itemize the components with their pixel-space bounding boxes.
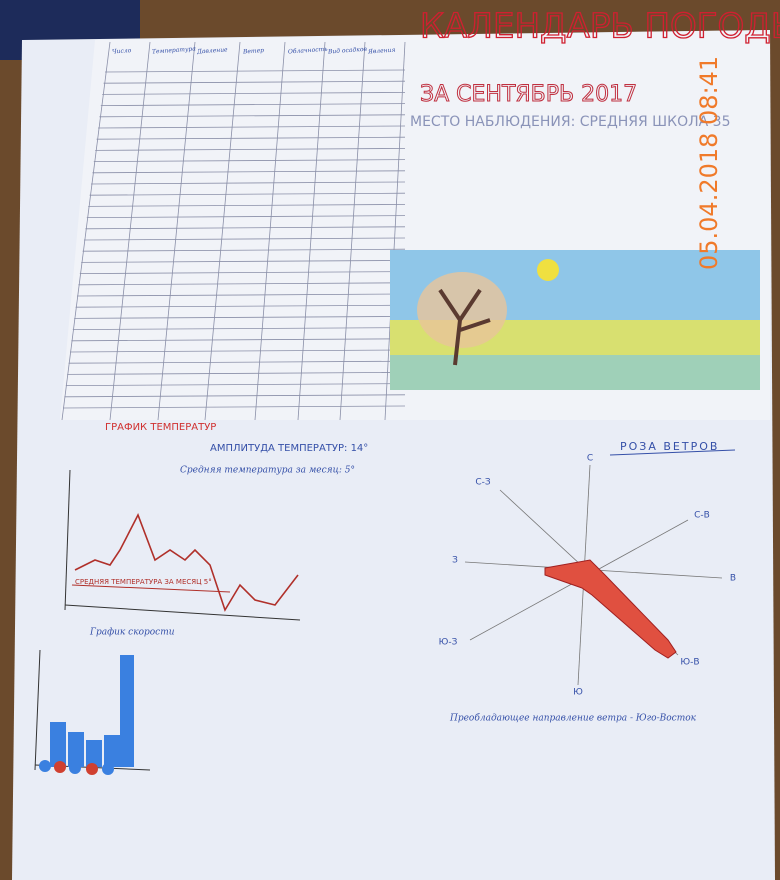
period: ЗА СЕНТЯБРЬ 2017 (420, 82, 637, 107)
row-line (71, 338, 406, 342)
temp-x-axis (64, 604, 301, 621)
temp-y-axis (64, 469, 71, 611)
row-line (95, 148, 406, 151)
speed-bar (86, 740, 102, 767)
wind-note: Преобладающее направление ветра - Юго-Во… (449, 713, 697, 724)
rose-labels: С С-В В Ю-В Ю Ю-З З С-З (439, 454, 736, 698)
speed-bar (68, 732, 84, 767)
column-header: Ветер (242, 47, 265, 56)
speed-bar (50, 722, 66, 767)
sun (537, 259, 559, 281)
direction-label: С-В (694, 511, 710, 521)
direction-label: Ю-З (439, 638, 458, 648)
row-line (69, 349, 406, 353)
cloud-dot (69, 762, 81, 774)
row-line (102, 92, 406, 95)
cloud-dot (86, 763, 98, 775)
row-line (99, 114, 406, 118)
row-line (92, 170, 406, 174)
row-line (85, 226, 406, 230)
row-line (65, 383, 406, 386)
speed-bar (120, 655, 134, 767)
row-line (64, 394, 406, 398)
row-line (75, 304, 406, 308)
row-line (81, 260, 406, 263)
wind-petal (544, 559, 677, 659)
row-line (93, 159, 406, 162)
place: МЕСТО НАБЛЮДЕНИЯ: СРЕДНЯЯ ШКОЛА 35 (410, 114, 730, 130)
row-line (62, 405, 406, 409)
direction-label: Ю (573, 688, 583, 698)
row-line (103, 80, 406, 84)
row-line (96, 136, 406, 140)
column-header: Явления (367, 47, 396, 56)
landscape-ground (390, 355, 760, 390)
row-line (79, 271, 406, 274)
table-rows (62, 69, 406, 409)
temperature-line (74, 513, 299, 612)
wind-rose-title: РОЗА ВЕТРОВ (620, 440, 719, 453)
row-line (72, 327, 406, 330)
direction-label: С-З (475, 478, 491, 488)
row-line (83, 237, 406, 241)
average-note: Средняя температура за месяц: 5° (180, 466, 355, 476)
amplitude: АМПЛИТУДА ТЕМПЕРАТУР: 14° (210, 443, 368, 454)
row-line (100, 103, 406, 106)
column-header: Число (112, 47, 132, 55)
underline (609, 449, 736, 456)
direction-label: Ю-В (680, 658, 699, 668)
direction-label: В (730, 574, 736, 584)
row-line (89, 192, 406, 196)
direction-label: З (452, 556, 458, 566)
row-line (86, 215, 406, 218)
cloud-dot (102, 763, 114, 775)
column-header: Вид осадков (327, 46, 368, 56)
temperature-title: ГРАФИК ТЕМПЕРАТУР (105, 422, 216, 433)
cloud-dot (54, 761, 66, 773)
column-header: Температура (152, 45, 197, 55)
row-line (74, 316, 406, 319)
column-header: Давление (196, 46, 229, 55)
average-line (71, 584, 231, 593)
speed-y-axis (34, 649, 41, 771)
tree-trunk (438, 288, 491, 366)
row-line (104, 69, 406, 73)
row-line (88, 204, 406, 207)
row-line (82, 248, 406, 252)
speed-title: График скорости (89, 628, 175, 638)
column-header: Облачность (288, 46, 328, 56)
average-line-label: СРЕДНЯЯ ТЕМПЕРАТУРА ЗА МЕСЯЦ 5° (75, 578, 212, 586)
direction-label: С (587, 454, 593, 464)
speed-bar (104, 735, 120, 767)
row-line (67, 372, 406, 375)
row-line (76, 293, 406, 297)
tree-crown (417, 272, 507, 348)
row-line (90, 181, 406, 185)
row-line (97, 125, 406, 129)
title: КАЛЕНДАРЬ ПОГОДЫ (420, 7, 780, 47)
row-line (78, 282, 406, 286)
cloud-dot (39, 760, 51, 772)
timestamp: 05.04.2018 08:41 (695, 56, 723, 270)
row-line (68, 360, 406, 364)
